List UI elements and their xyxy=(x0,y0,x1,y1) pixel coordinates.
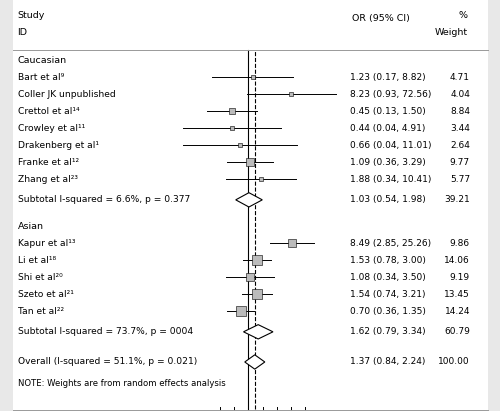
Text: 2.64: 2.64 xyxy=(450,141,470,150)
Text: 100.00: 100.00 xyxy=(438,358,470,367)
Text: 4.71: 4.71 xyxy=(450,73,470,82)
Text: Study: Study xyxy=(18,11,45,20)
Text: 1.88 (0.34, 10.41): 1.88 (0.34, 10.41) xyxy=(350,175,432,184)
Text: 8.49 (2.85, 25.26): 8.49 (2.85, 25.26) xyxy=(350,239,431,248)
Polygon shape xyxy=(244,325,273,339)
Text: Subtotal I-squared = 73.7%, p = 0004: Subtotal I-squared = 73.7%, p = 0004 xyxy=(18,327,193,336)
Text: 9.77: 9.77 xyxy=(450,158,470,166)
Text: 0.66 (0.04, 11.01): 0.66 (0.04, 11.01) xyxy=(350,141,432,150)
Text: 1.62 (0.79, 3.34): 1.62 (0.79, 3.34) xyxy=(350,327,428,336)
Text: Caucasian: Caucasian xyxy=(18,56,66,65)
Text: 1.03 (0.54, 1.98): 1.03 (0.54, 1.98) xyxy=(350,195,428,204)
Text: Franke et al¹²: Franke et al¹² xyxy=(18,158,78,166)
Text: 14.24: 14.24 xyxy=(444,307,470,316)
Text: Weight: Weight xyxy=(434,28,468,37)
Text: 3.44: 3.44 xyxy=(450,124,470,133)
Text: 60.79: 60.79 xyxy=(444,327,470,336)
Text: Zhang et al²³: Zhang et al²³ xyxy=(18,175,78,184)
Polygon shape xyxy=(245,355,265,369)
Text: 8.23 (0.93, 72.56): 8.23 (0.93, 72.56) xyxy=(350,90,432,99)
Text: Li et al¹⁸: Li et al¹⁸ xyxy=(18,256,56,265)
Text: Kapur et al¹³: Kapur et al¹³ xyxy=(18,239,75,248)
Text: 13.45: 13.45 xyxy=(444,290,470,299)
Text: 5.77: 5.77 xyxy=(450,175,470,184)
Text: Shi et al²⁰: Shi et al²⁰ xyxy=(18,272,62,282)
Text: Drakenberg et al¹: Drakenberg et al¹ xyxy=(18,141,98,150)
Text: 14.06: 14.06 xyxy=(444,256,470,265)
Polygon shape xyxy=(236,193,262,207)
Text: 9.86: 9.86 xyxy=(450,239,470,248)
Text: Overall (I-squared = 51.1%, p = 0.021): Overall (I-squared = 51.1%, p = 0.021) xyxy=(18,358,197,367)
Text: 1.53 (0.78, 3.00): 1.53 (0.78, 3.00) xyxy=(350,256,429,265)
Text: Szeto et al²¹: Szeto et al²¹ xyxy=(18,290,74,299)
Text: Crettol et al¹⁴: Crettol et al¹⁴ xyxy=(18,107,79,116)
Text: 1.09 (0.36, 3.29): 1.09 (0.36, 3.29) xyxy=(350,158,428,166)
Text: Crowley et al¹¹: Crowley et al¹¹ xyxy=(18,124,85,133)
Text: Tan et al²²: Tan et al²² xyxy=(18,307,64,316)
Text: 0.70 (0.36, 1.35): 0.70 (0.36, 1.35) xyxy=(350,307,429,316)
Text: Subtotal I-squared = 6.6%, p = 0.377: Subtotal I-squared = 6.6%, p = 0.377 xyxy=(18,195,190,204)
Text: 1.54 (0.74, 3.21): 1.54 (0.74, 3.21) xyxy=(350,290,428,299)
Text: 0.45 (0.13, 1.50): 0.45 (0.13, 1.50) xyxy=(350,107,428,116)
Text: Coller JK unpublished: Coller JK unpublished xyxy=(18,90,115,99)
Text: 39.21: 39.21 xyxy=(444,195,470,204)
Text: Bart et al⁹: Bart et al⁹ xyxy=(18,73,64,82)
Text: 9.19: 9.19 xyxy=(450,272,470,282)
Text: NOTE: Weights are from random effects analysis: NOTE: Weights are from random effects an… xyxy=(18,379,225,388)
Text: OR (95% CI): OR (95% CI) xyxy=(352,14,410,23)
Text: %: % xyxy=(458,11,468,20)
Text: 0.44 (0.04, 4.91): 0.44 (0.04, 4.91) xyxy=(350,124,428,133)
Text: 1.23 (0.17, 8.82): 1.23 (0.17, 8.82) xyxy=(350,73,432,82)
Text: 1.37 (0.84, 2.24): 1.37 (0.84, 2.24) xyxy=(350,358,426,367)
Text: Asian: Asian xyxy=(18,222,44,231)
Text: 1.08 (0.34, 3.50): 1.08 (0.34, 3.50) xyxy=(350,272,428,282)
Text: 8.84: 8.84 xyxy=(450,107,470,116)
Text: 4.04: 4.04 xyxy=(450,90,470,99)
Text: ID: ID xyxy=(18,28,28,37)
